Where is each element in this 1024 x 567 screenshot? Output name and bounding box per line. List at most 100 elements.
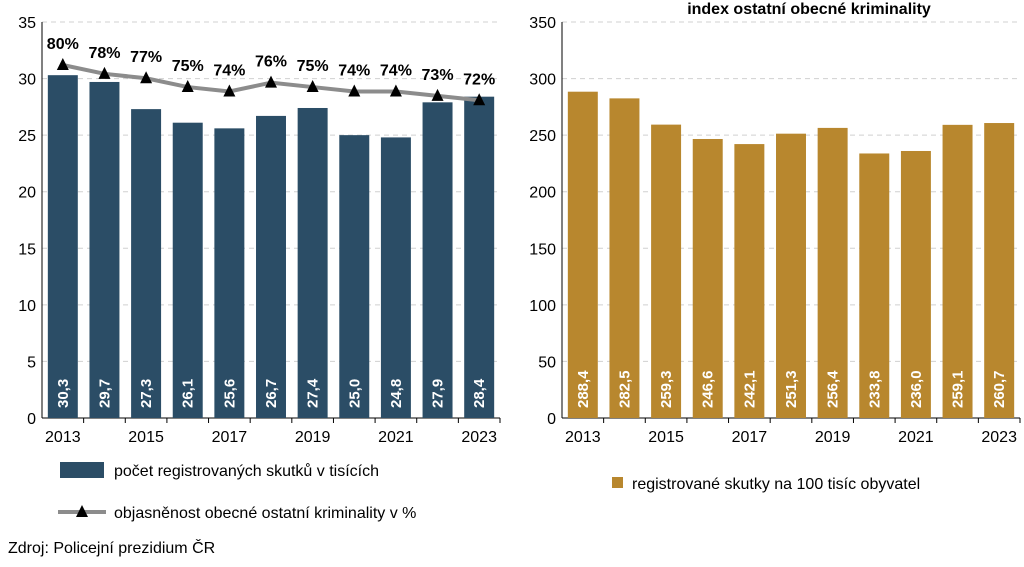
y-tick-label: 250: [529, 128, 556, 145]
chart-area: 0 5 10 15 20 25 30 35 30,3 29,7 27,3 26,1 25,6 26,7 27…: [18, 1, 1021, 522]
legend-left: počet registrovaných skutků v tisících ob…: [58, 462, 416, 522]
y-tick-label: 0: [547, 411, 556, 428]
percent-label: 74%: [380, 62, 412, 79]
bar-value-label: 28,4: [471, 378, 488, 408]
bar-value-label: 27,4: [305, 378, 322, 408]
bar-value-label: 27,3: [138, 379, 155, 408]
bar: [422, 102, 453, 419]
x-tick-label: 2015: [648, 429, 684, 446]
x-tick-label: 2017: [212, 429, 248, 446]
line-marker: [348, 84, 361, 97]
bar: [567, 91, 598, 419]
bar: [47, 75, 78, 419]
bar: [609, 98, 640, 418]
bar: [339, 135, 370, 418]
y-tick-label: 50: [538, 354, 556, 371]
line-marker: [98, 66, 111, 79]
line-marker: [181, 80, 194, 93]
line-marker: [389, 84, 402, 97]
bar: [256, 115, 286, 418]
y-tick-label: 200: [529, 185, 556, 202]
y-tick-label: 20: [18, 185, 36, 202]
percent-label: 73%: [422, 67, 454, 84]
y-tick-label: 150: [529, 241, 556, 258]
bar: [900, 150, 931, 419]
bar-value-label: 25,6: [221, 379, 238, 408]
bar-value-label: 251,3: [783, 370, 800, 408]
y-tick-label: 5: [27, 354, 36, 371]
legend-swatch-bar: [612, 477, 623, 488]
bar: [984, 123, 1015, 419]
y-tick-label: 25: [18, 128, 36, 145]
bar-value-label: 24,8: [388, 379, 405, 408]
percent-label: 72%: [463, 71, 495, 88]
bar: [817, 127, 848, 419]
percent-label: 78%: [88, 45, 120, 62]
percent-label: 77%: [130, 49, 162, 66]
bar-value-label: 242,1: [741, 370, 758, 408]
bar-value-label: 282,5: [616, 370, 633, 408]
legend-label: registrované skutky na 100 tisíc obyvate…: [632, 476, 920, 493]
line-marker: [56, 57, 69, 70]
bar-value-label: 256,4: [825, 370, 842, 408]
y-tick-label: 35: [18, 15, 36, 32]
chart-title: index ostatní obecné kriminality: [687, 1, 931, 18]
y-tick-label: 15: [18, 241, 36, 258]
legend-swatch-marker: [76, 505, 88, 517]
legend-label: objasněnost obecné ostatní kriminality v…: [114, 505, 416, 522]
line-marker: [431, 88, 444, 101]
percent-label: 74%: [213, 62, 245, 79]
line-marker: [473, 93, 486, 106]
y-tick-label: 30: [18, 72, 36, 89]
bar: [692, 138, 723, 418]
y-tick-label: 0: [27, 411, 36, 428]
x-tick-label: 2017: [732, 429, 768, 446]
source-note: Zdroj: Policejní prezidium ČR: [8, 540, 216, 557]
percent-label: 74%: [338, 62, 370, 79]
bar-value-label: 259,3: [658, 370, 675, 408]
x-tick-label: 2013: [45, 429, 81, 446]
bar-value-label: 246,6: [700, 370, 717, 408]
line-marker: [265, 75, 277, 88]
line-marker: [223, 84, 236, 97]
bar-value-label: 27,9: [430, 379, 447, 408]
bar: [651, 124, 682, 418]
x-tick-label: 2019: [815, 429, 851, 446]
bar-value-label: 233,8: [866, 370, 883, 408]
bar-value-label: 26,1: [180, 379, 197, 408]
bar: [942, 124, 973, 418]
bar-value-label: 30,3: [55, 379, 72, 408]
legend-right: registrované skutky na 100 tisíc obyvate…: [612, 476, 920, 493]
bar: [776, 133, 806, 418]
y-tick-label: 300: [529, 72, 556, 89]
bar-value-label: 288,4: [575, 370, 592, 408]
x-tick-label: 2021: [378, 429, 414, 446]
bar-value-label: 259,1: [950, 370, 967, 408]
bar-value-label: 236,0: [908, 370, 925, 408]
percent-label: 75%: [297, 58, 329, 75]
x-tick-label: 2013: [565, 429, 601, 446]
x-tick-label: 2021: [898, 429, 934, 446]
bar: [734, 144, 765, 418]
chart-panel-1: 0 5 10 15 20 25 30 35 30,3 29,7 27,3 26,1 25,6 26,7 27…: [18, 15, 501, 446]
bar: [464, 96, 495, 418]
y-tick-label: 100: [529, 298, 556, 315]
x-tick-label: 2023: [981, 429, 1017, 446]
legend-label: počet registrovaných skutků v tisících: [114, 462, 379, 480]
bar: [89, 81, 120, 419]
percent-label: 76%: [255, 54, 287, 71]
bar: [380, 137, 411, 419]
chart-panel-2: 0 50 100 150 200 250 300 350 index ostatní obecn…: [529, 1, 1021, 446]
line-marker: [140, 71, 153, 84]
y-tick-label: 10: [18, 298, 36, 315]
bar-value-label: 29,7: [96, 379, 113, 408]
line-marker: [306, 80, 319, 93]
percent-label: 80%: [47, 36, 79, 53]
x-tick-label: 2023: [461, 429, 497, 446]
y-tick-label: 350: [529, 15, 556, 32]
bar: [172, 122, 203, 418]
bar: [131, 109, 162, 419]
bar-value-label: 260,7: [991, 370, 1008, 408]
bar-value-label: 25,0: [346, 379, 363, 408]
legend-swatch-bar: [60, 462, 104, 478]
